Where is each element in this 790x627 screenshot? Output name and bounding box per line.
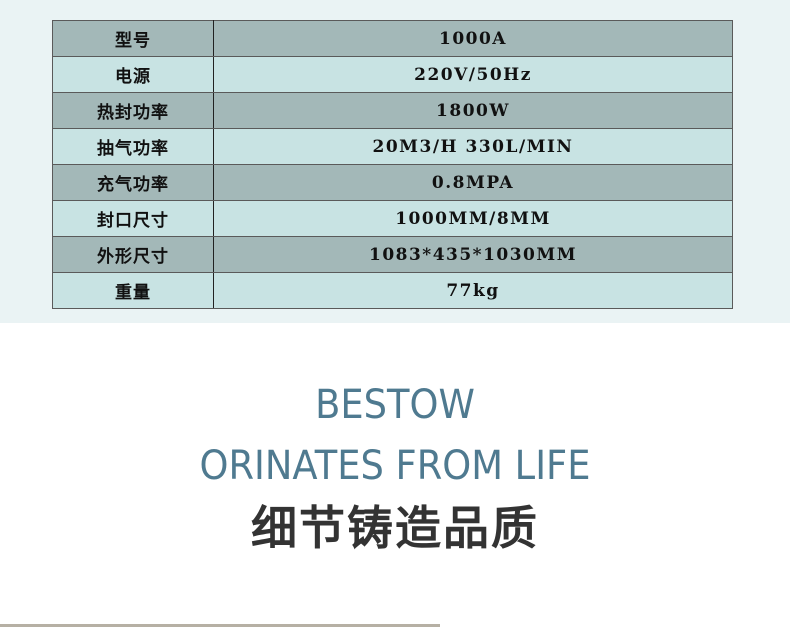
spec-table: 型号 1000A 电源 220V/50Hz 热封功率 1800W 抽气功率 20M3/H 33… (52, 20, 733, 309)
spec-label: 抽气功率 (52, 128, 214, 165)
spec-label: 电源 (52, 56, 214, 93)
slogan-chinese-heading: 细节铸造品质 (251, 501, 539, 555)
spec-value: 220V/50Hz (213, 56, 733, 93)
spec-label: 外形尺寸 (52, 236, 214, 273)
spec-label: 充气功率 (52, 164, 214, 201)
slogan-line-2: ORINATES FROM LIFE (199, 443, 591, 489)
spec-row: 电源 220V/50Hz (52, 56, 733, 93)
spec-value: 77kg (213, 272, 733, 309)
spec-value: 20M3/H 330L/MIN (213, 128, 733, 165)
spec-label: 型号 (52, 20, 214, 57)
spec-row: 充气功率 0.8MPA (52, 164, 733, 201)
bottom-divider (0, 624, 440, 627)
spec-row: 型号 1000A (52, 20, 733, 57)
spec-value: 1083*435*1030MM (213, 236, 733, 273)
spec-row: 封口尺寸 1000MM/8MM (52, 200, 733, 237)
spec-row: 热封功率 1800W (52, 92, 733, 129)
spec-value: 1800W (213, 92, 733, 129)
spec-value: 0.8MPA (213, 164, 733, 201)
spec-value: 1000MM/8MM (213, 200, 733, 237)
spec-label: 重量 (52, 272, 214, 309)
spec-label: 热封功率 (52, 92, 214, 129)
slogan-line-1: BESTOW (315, 382, 475, 428)
spec-row: 抽气功率 20M3/H 330L/MIN (52, 128, 733, 165)
spec-row: 外形尺寸 1083*435*1030MM (52, 236, 733, 273)
spec-value: 1000A (213, 20, 733, 57)
spec-row: 重量 77kg (52, 272, 733, 309)
spec-label: 封口尺寸 (52, 200, 214, 237)
